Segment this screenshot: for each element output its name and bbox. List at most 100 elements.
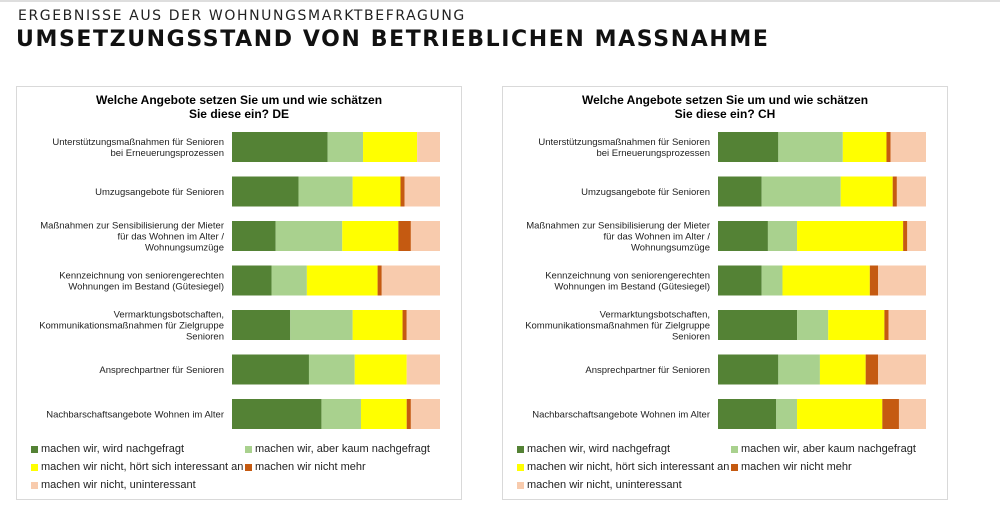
bar-segment-s5	[410, 221, 440, 251]
legend-swatch	[31, 445, 38, 453]
legend-item: machen wir nicht, hört sich interessant …	[31, 461, 243, 473]
legend-swatch	[517, 481, 524, 489]
bar-segment-s4	[886, 132, 891, 162]
bar-segment-s3	[782, 265, 870, 296]
bar-segment-s4	[903, 221, 908, 251]
bar-segment-s5	[907, 221, 926, 251]
legend-item: machen wir, wird nachgefragt	[517, 443, 670, 455]
bar-segment-s2	[778, 132, 843, 162]
category-label-line: für das Wohnen im Alter /	[604, 232, 711, 243]
bar-segment-s2	[321, 399, 361, 429]
category-label-line: Nachbarschaftsangebote Wohnen im Alter	[46, 410, 224, 421]
bar-segment-s4	[400, 176, 405, 207]
legend-swatch	[31, 463, 38, 471]
chart-title: Welche Angebote setzen Sie um und wie sc…	[503, 93, 947, 121]
category-label-line: Vermarktungsbotschaften,	[600, 310, 710, 321]
bar-segment-s2	[327, 132, 364, 162]
category-label-line: Kennzeichnung von seniorengerechten	[59, 271, 224, 282]
bar-segment-s1	[232, 176, 299, 207]
legend-item: machen wir nicht mehr	[731, 461, 852, 473]
bar-segment-s1	[718, 354, 779, 385]
bar-segment-s2	[761, 265, 783, 296]
category-label: Unterstützungsmaßnahmen für Senioren bei …	[52, 137, 224, 159]
bar-segment-s3	[352, 176, 401, 207]
bar-segment-s4	[869, 265, 879, 296]
bar-segment-s1	[718, 176, 762, 207]
legend-swatch	[31, 481, 38, 489]
category-label: Maßnahmen zur Sensibilisierung der Miete…	[40, 221, 224, 254]
bar-segment-s3	[819, 354, 866, 385]
bar-segment-s2	[778, 354, 820, 385]
bar-segment-s4	[377, 265, 382, 296]
category-label-line: für das Wohnen im Alter /	[118, 232, 225, 243]
bar-segment-s2	[767, 221, 798, 251]
legend-label: machen wir, aber kaum nachgefragt	[741, 443, 916, 455]
category-label-line: Wohnungen im Bestand (Gütesiegel)	[68, 282, 224, 293]
bar-segment-s3	[797, 399, 883, 429]
stacked-bar-chart-de: Unterstützungsmaßnahmen für Senioren bei …	[39, 132, 440, 429]
category-label-line: Kommunikationsmaßnahmen für Zielgruppe	[39, 321, 224, 332]
category-label: Nachbarschaftsangebote Wohnen im Alter	[532, 410, 710, 421]
bar-segment-s5	[890, 132, 926, 162]
category-label-line: Nachbarschaftsangebote Wohnen im Alter	[532, 410, 710, 421]
legend-item: machen wir nicht, uninteressant	[31, 479, 196, 491]
category-label-line: Umzugsangebote für Senioren	[95, 187, 224, 198]
legend-label: machen wir nicht, hört sich interessant …	[527, 461, 730, 473]
bar-segment-s3	[828, 310, 885, 340]
chart-panel-ch: Welche Angebote setzen Sie um und wie sc…	[502, 86, 948, 500]
bar-segment-s4	[398, 221, 411, 251]
category-label: Umzugsangebote für Senioren	[95, 187, 224, 198]
bar-segment-s5	[406, 310, 440, 340]
category-label-line: Wohnungsumzüge	[145, 243, 224, 254]
category-label: Unterstützungsmaßnahmen für Senioren bei …	[538, 137, 710, 159]
bar-segment-s4	[402, 310, 407, 340]
legend-swatch	[245, 445, 252, 453]
bar-segment-s5	[410, 399, 440, 429]
legend-item: machen wir, aber kaum nachgefragt	[731, 443, 916, 455]
category-label-line: bei Erneuerungsprozessen	[110, 148, 224, 159]
chart-title-line-1: Welche Angebote setzen Sie um und wie sc…	[95, 93, 383, 107]
legend-item: machen wir nicht, hört sich interessant …	[517, 461, 729, 473]
category-label-line: Senioren	[672, 332, 710, 343]
bar-segment-s2	[271, 265, 307, 296]
bar-segment-s4	[892, 176, 897, 207]
bar-segment-s3	[360, 399, 407, 429]
legend-item: machen wir nicht, uninteressant	[517, 479, 682, 491]
category-label: Kennzeichnung von seniorengerechten Wohnu…	[545, 271, 710, 293]
category-label: Vermarktungsbotschaften, Kommunikationsma…	[525, 310, 710, 343]
chart-title-line-2: Sie diese ein? CH	[674, 107, 776, 121]
legend-item: machen wir nicht mehr	[245, 461, 366, 473]
bar-segment-s3	[842, 132, 887, 162]
stacked-bar-chart-ch: Unterstützungsmaßnahmen für Senioren bei …	[525, 132, 926, 429]
category-label: Kennzeichnung von seniorengerechten Wohnu…	[59, 271, 224, 293]
legend-label: machen wir, wird nachgefragt	[527, 443, 671, 455]
category-label-line: bei Erneuerungsprozessen	[596, 148, 710, 159]
bar-segment-s1	[718, 132, 779, 162]
chart-title: Welche Angebote setzen Sie um und wie sc…	[17, 93, 461, 121]
bar-segment-s1	[232, 399, 322, 429]
legend-label: machen wir nicht mehr	[255, 461, 366, 473]
category-label: Ansprechpartner für Senioren	[585, 365, 710, 376]
bar-segment-s5	[406, 354, 440, 385]
bar-segment-s1	[232, 354, 309, 385]
category-label-line: Wohnungen im Bestand (Gütesiegel)	[554, 282, 710, 293]
bar-segment-s5	[896, 176, 926, 207]
bar-segment-s1	[232, 310, 291, 340]
category-label: Maßnahmen zur Sensibilisierung der Miete…	[526, 221, 710, 254]
legend-swatch	[245, 463, 252, 471]
bar-segment-s2	[761, 176, 841, 207]
category-label-line: Maßnahmen zur Sensibilisierung der Miete…	[40, 221, 224, 232]
category-label: Vermarktungsbotschaften, Kommunikationsma…	[39, 310, 224, 343]
legend-swatch	[517, 445, 524, 453]
bar-segment-s5	[381, 265, 440, 296]
category-label-line: Kommunikationsmaßnahmen für Zielgruppe	[525, 321, 710, 332]
category-label-line: Maßnahmen zur Sensibilisierung der Miete…	[526, 221, 710, 232]
legend-swatch	[731, 445, 738, 453]
category-label: Nachbarschaftsangebote Wohnen im Alter	[46, 410, 224, 421]
page-title: UMSETZUNGSSTAND VON BETRIEBLICHEN MASSNA…	[16, 27, 770, 52]
bar-segment-s1	[718, 399, 777, 429]
bar-segment-s1	[232, 132, 328, 162]
bar-segment-s2	[290, 310, 353, 340]
legend-label: machen wir, wird nachgefragt	[41, 443, 185, 455]
bar-segment-s3	[797, 221, 904, 251]
